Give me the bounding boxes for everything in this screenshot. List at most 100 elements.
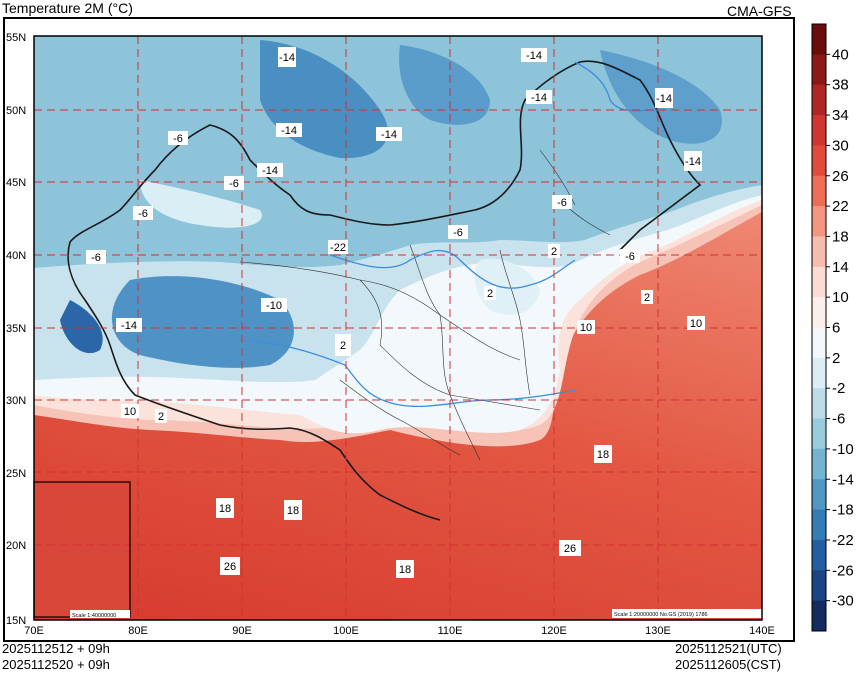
colorbar-label: 34 bbox=[832, 107, 849, 124]
colorbar-swatch bbox=[812, 600, 826, 632]
contour-label-text: -6 bbox=[173, 133, 183, 145]
colorbar-label: 10 bbox=[832, 289, 849, 306]
contour-label-text: -14 bbox=[381, 129, 397, 141]
contour-label: 2 bbox=[641, 290, 653, 304]
contour-label-text: 2 bbox=[487, 288, 493, 300]
colorbar-label: -22 bbox=[832, 532, 854, 549]
contour-label-text: -14 bbox=[121, 320, 137, 332]
contour-label: -22 bbox=[328, 240, 348, 254]
colorbar-swatch bbox=[812, 266, 826, 298]
colorbar-swatch bbox=[812, 539, 826, 571]
contour-label-text: 10 bbox=[580, 322, 592, 334]
colorbar-swatch bbox=[812, 115, 826, 146]
contour-label: -6 bbox=[133, 206, 153, 220]
contour-label-text: -6 bbox=[453, 227, 463, 239]
contour-label: 2 bbox=[155, 409, 167, 423]
contour-label: -10 bbox=[261, 298, 287, 312]
map-frame bbox=[33, 35, 763, 621]
contour-label-text: 2 bbox=[644, 292, 650, 304]
colorbar-label: 40 bbox=[832, 46, 849, 63]
contour-label: -14 bbox=[526, 90, 552, 104]
contour-label: -6 bbox=[168, 131, 188, 145]
contour-label-text: -6 bbox=[138, 208, 148, 220]
lat-label: 30N bbox=[6, 395, 26, 407]
lat-label: 45N bbox=[6, 177, 26, 189]
contour-label: 18 bbox=[396, 560, 414, 578]
cold-core-north bbox=[399, 45, 490, 125]
country-borders bbox=[67, 60, 702, 521]
init-time-utc: 2025112512 + 09h bbox=[2, 641, 110, 656]
contour-label: -6 bbox=[448, 225, 468, 239]
lon-label: 70E bbox=[24, 625, 44, 637]
contour-label-text: -6 bbox=[557, 197, 567, 209]
contour-label: 26 bbox=[220, 557, 240, 575]
valid-time-utc: 2025112521(UTC) bbox=[675, 641, 782, 656]
colorbar-swatch bbox=[812, 54, 826, 86]
contour-label: 2 bbox=[335, 334, 351, 356]
colorbar-label: 30 bbox=[832, 137, 849, 154]
cold-core-tibet bbox=[111, 276, 294, 368]
north-china-plain bbox=[474, 258, 540, 315]
colorbar: 40 38 34 30 26 22 18 14 10 6 2 -2 -6 -10 -14 -18 -22 -26 -… bbox=[811, 23, 854, 632]
contour-label: -6 bbox=[552, 195, 572, 209]
contour-label: -14 bbox=[684, 151, 702, 171]
lat-label: 20N bbox=[6, 540, 26, 552]
contour-label-text: -14 bbox=[531, 92, 547, 104]
contour-label-text: 10 bbox=[690, 318, 702, 330]
contour-label: 10 bbox=[687, 316, 705, 330]
lon-label: 100E bbox=[333, 625, 359, 637]
colorbar-swatch bbox=[812, 448, 826, 480]
lon-label: 120E bbox=[541, 625, 567, 637]
colorbar-label: -2 bbox=[832, 380, 845, 397]
contour-label-text: 26 bbox=[564, 543, 576, 555]
colorbar-swatch bbox=[812, 418, 826, 450]
colorbar-label: 22 bbox=[832, 198, 849, 215]
lat-label: 25N bbox=[6, 468, 26, 480]
contour-label: 2 bbox=[548, 244, 560, 258]
contour-label-text: -14 bbox=[279, 52, 295, 64]
contour-label-text: 2 bbox=[551, 246, 557, 258]
contour-label: -6 bbox=[86, 250, 106, 264]
colorbar-swatch bbox=[812, 145, 826, 177]
contour-label: -14 bbox=[116, 318, 142, 332]
contour-label: 18 bbox=[216, 498, 234, 518]
contour-label-text: 18 bbox=[287, 505, 299, 517]
contour-label-text: 26 bbox=[224, 561, 236, 573]
contour-label-text: 2 bbox=[340, 340, 346, 352]
init-time-cst: 2025112520 + 09h bbox=[2, 657, 110, 672]
contour-label-text: 18 bbox=[219, 503, 231, 515]
contour-label: -14 bbox=[278, 47, 296, 67]
model-name: CMA-GFS bbox=[727, 3, 792, 19]
lat-label: 55N bbox=[6, 32, 26, 44]
inset-scale-bg bbox=[70, 610, 130, 618]
contour-label-text: -14 bbox=[656, 93, 672, 105]
colorbar-swatch bbox=[812, 327, 826, 359]
colorbar-swatch bbox=[812, 509, 826, 541]
lon-label: 130E bbox=[645, 625, 671, 637]
contour-labels: -14 -14 -14 -14 -14 -14 -14 -14 -6 -6 -6… bbox=[86, 47, 705, 578]
contour-label-text: -6 bbox=[91, 252, 101, 264]
rivers bbox=[249, 61, 661, 408]
lat-label: 15N bbox=[6, 615, 26, 627]
contour-label: -6 bbox=[620, 249, 640, 263]
colorbar-label: 2 bbox=[832, 350, 840, 367]
contour-label-text: 2 bbox=[158, 411, 164, 423]
colorbar-label: -14 bbox=[832, 471, 854, 488]
contour-label: 18 bbox=[594, 445, 612, 463]
latitude-labels: 55N 50N 45N 40N 35N 30N 25N 20N 15N bbox=[6, 32, 26, 627]
colorbar-label: 26 bbox=[832, 168, 849, 185]
contour-label-text: 18 bbox=[597, 449, 609, 461]
contour-label: -14 bbox=[521, 48, 547, 62]
colorbar-swatch bbox=[812, 570, 826, 602]
colorbar-swatch bbox=[812, 236, 826, 268]
colorbar-swatch bbox=[812, 357, 826, 389]
contour-label: -14 bbox=[276, 123, 302, 137]
contour-label-text: -14 bbox=[262, 165, 278, 177]
contour-label: -14 bbox=[376, 127, 402, 141]
cold-core-karakoram bbox=[60, 300, 103, 354]
colorbar-swatch bbox=[812, 24, 826, 55]
lon-label: 110E bbox=[438, 625, 463, 637]
contour-label-text: 18 bbox=[399, 564, 411, 576]
colorbar-label: 6 bbox=[832, 320, 840, 337]
